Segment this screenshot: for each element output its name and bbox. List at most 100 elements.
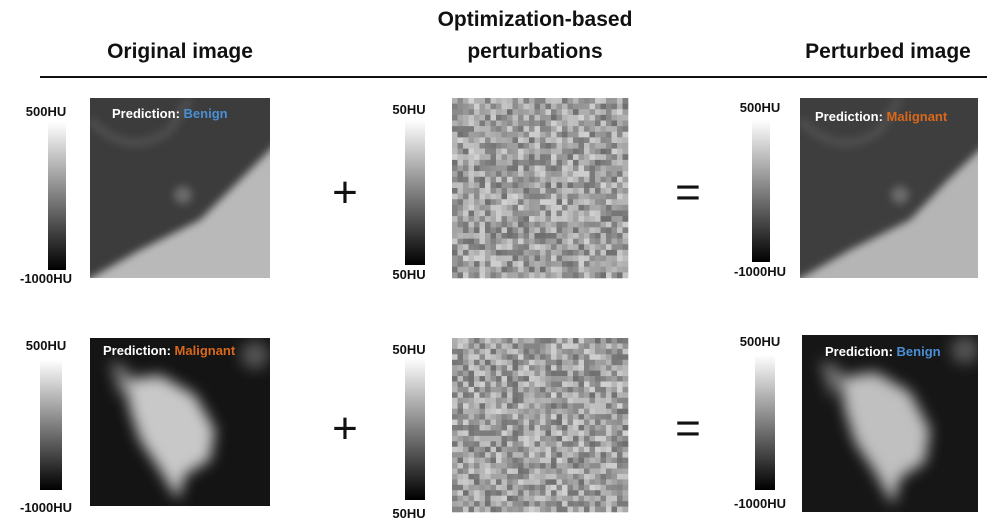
noise-cell [590,256,596,262]
noise-cell [524,458,530,464]
noise-cell [513,420,519,426]
noise-cell [606,261,612,267]
noise-cell [557,171,563,177]
noise-cell [546,365,552,371]
noise-cell [452,216,458,222]
noise-cell [590,250,596,256]
noise-cell [485,420,491,426]
noise-cell [480,365,486,371]
noise-cell [524,143,530,149]
noise-cell [546,239,552,245]
noise-cell [518,479,524,485]
noise-cell [540,171,546,177]
noise-cell [529,420,535,426]
noise-cell [557,485,563,491]
noise-cell [529,109,535,115]
noise-cell [507,436,513,442]
noise-cell [524,171,530,177]
noise-cell [612,272,618,278]
noise-cell [562,104,568,110]
noise-cell [601,382,607,388]
noise-cell [513,392,519,398]
noise-cell [595,338,601,344]
noise-cell [524,166,530,172]
noise-cell [579,222,585,228]
noise-cell [518,387,524,393]
noise-cell [557,392,563,398]
noise-cell [452,501,458,507]
noise-cell [480,463,486,469]
colorbar-max: 500HU [740,100,780,115]
noise-cell [491,256,497,262]
noise-cell [469,267,475,273]
noise-cell [590,267,596,273]
noise-cell [496,371,502,377]
noise-cell [584,338,590,344]
noise-cell [557,177,563,183]
noise-cell [452,414,458,420]
noise-cell [474,360,480,366]
noise-cell [573,425,579,431]
noise-cell [557,436,563,442]
noise-cell [502,447,508,453]
noise-cell [579,496,585,502]
noise-cell [606,479,612,485]
noise-cell [474,474,480,480]
noise-cell [452,126,458,132]
noise-cell [491,338,497,344]
noise-cell [612,126,618,132]
noise-cell [518,98,524,104]
colorbar-min: -1000HU [734,264,786,279]
noise-cell [540,507,546,513]
noise-cell [502,199,508,205]
noise-cell [590,496,596,502]
noise-cell [623,98,629,104]
noise-cell [469,365,475,371]
noise-cell [507,354,513,360]
noise-cell [573,430,579,436]
noise-cell [513,137,519,143]
noise-cell [496,382,502,388]
noise-cell [540,154,546,160]
noise-cell [590,98,596,104]
noise-cell [452,211,458,217]
noise-cell [485,343,491,349]
noise-cell [568,160,574,166]
noise-cell [606,371,612,377]
noise-cell [458,441,464,447]
noise-cell [485,447,491,453]
noise-cell [573,98,579,104]
noise-cell [452,205,458,211]
noise-cell [485,441,491,447]
noise-cell [562,463,568,469]
noise-cell [601,194,607,200]
noise-cell [502,182,508,188]
noise-cell [590,137,596,143]
noise-cell [573,149,579,155]
noise-cell [590,211,596,217]
noise-cell [507,349,513,355]
noise-cell [568,194,574,200]
noise-cell [623,441,629,447]
noise-cell [502,354,508,360]
noise-cell [502,104,508,110]
noise-cell [507,376,513,382]
noise-cell [529,452,535,458]
noise-cell [458,398,464,404]
noise-cell [623,349,629,355]
noise-cell [463,392,469,398]
noise-cell [502,233,508,239]
noise-cell [540,403,546,409]
noise-cell [601,507,607,513]
noise-cell [496,199,502,205]
noise-cell [485,338,491,344]
noise-cell [595,425,601,431]
noise-cell [606,244,612,250]
noise-cell [491,496,497,502]
noise-cell [557,343,563,349]
noise-cell [480,376,486,382]
noise-cell [573,166,579,172]
colorbar-max: 500HU [26,338,66,353]
noise-cell [463,126,469,132]
noise-cell [469,227,475,233]
